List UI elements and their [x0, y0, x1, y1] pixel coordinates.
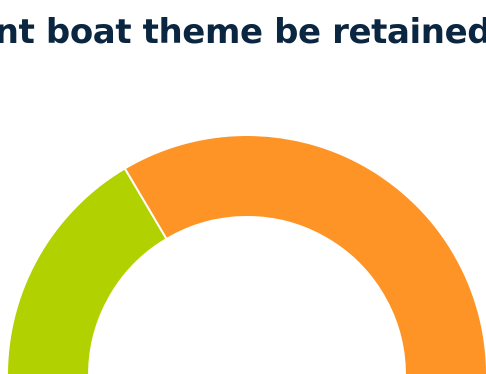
chart-title: nt boat theme be retained	[0, 12, 486, 52]
pie-slice-1[interactable]	[123, 134, 486, 374]
